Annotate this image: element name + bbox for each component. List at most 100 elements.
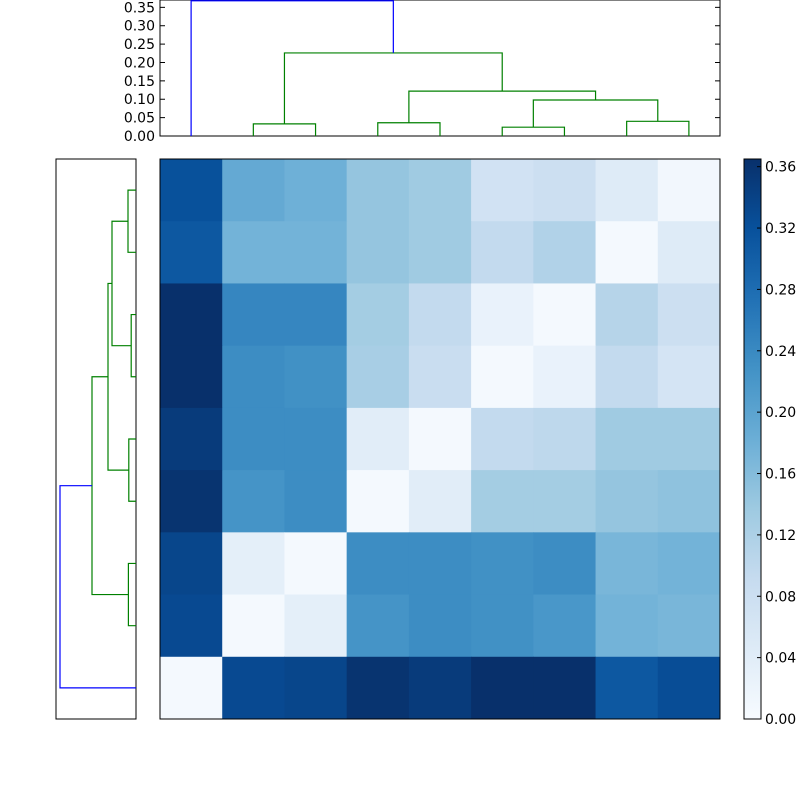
colorbar-tick-label-2: 0.08: [765, 589, 796, 605]
colorbar-tick-label-9: 0.36: [765, 160, 796, 176]
heatmap-cell-r0-c1: [222, 159, 285, 222]
colorbar-tick-label-5: 0.20: [765, 405, 796, 421]
heatmap-cell-r1-c1: [222, 221, 285, 284]
colorbar: 0.00 0.04 0.08 0.12 0.16 0.20 0.24 0.28 0.32 0.36: [743, 158, 796, 728]
colorbar-tick-label-0: 0.00: [765, 712, 796, 728]
heatmap-cell-r0-c3: [346, 159, 410, 222]
colorbar-tick-label-6: 0.24: [765, 344, 796, 360]
top-dendrogram-link-3: [626, 120, 690, 136]
heatmap-cell-r1-c5: [471, 221, 534, 284]
heatmap-cell-r0-c8: [657, 159, 721, 222]
top-dendrogram-ytick-label-1: 0.05: [124, 111, 155, 127]
heatmap-cell-r8-c0: [160, 656, 223, 720]
colorbar-tick-label-1: 0.04: [765, 651, 796, 667]
heatmap-cell-r1-c0: [160, 221, 223, 284]
heatmap-cell-r7-c5: [471, 594, 534, 658]
heatmap-cell-r0-c6: [533, 159, 597, 222]
heatmap-cell-r6-c5: [471, 532, 534, 596]
top-dendrogram-link-2: [501, 126, 566, 136]
heatmap-cell-r2-c5: [471, 283, 534, 347]
top-dendrogram-ytick-label-3: 0.15: [124, 74, 155, 90]
top-dendrogram-link-1: [377, 122, 441, 136]
heatmap-cell-r4-c3: [346, 407, 410, 471]
heatmap-cell-r4-c8: [657, 407, 721, 471]
heatmap-cell-r6-c8: [657, 532, 721, 596]
heatmap-cell-r7-c2: [284, 594, 348, 658]
heatmap-cell-r0-c2: [284, 159, 348, 222]
heatmap-cell-r6-c7: [595, 532, 659, 596]
heatmap-cell-r6-c6: [533, 532, 597, 596]
left-dendrogram-link-0: [127, 189, 136, 253]
left-dendrogram-link-1: [130, 313, 136, 378]
left-dendrogram-link-3: [128, 438, 136, 502]
heatmap-cell-r8-c1: [222, 656, 285, 720]
heatmap-cell-r2-c8: [657, 283, 721, 347]
heatmap-cell-r6-c3: [346, 532, 410, 596]
heatmap-cell-r0-c4: [408, 159, 472, 222]
heatmap-cell-r5-c5: [471, 470, 534, 533]
heatmap-cell-r3-c0: [160, 345, 223, 409]
heatmap-cell-r6-c2: [284, 532, 348, 596]
heatmap-cell-r3-c7: [595, 345, 659, 409]
heatmap-cell-r3-c8: [657, 345, 721, 409]
heatmap-cell-r3-c6: [533, 345, 597, 409]
heatmap-cell-r3-c3: [346, 345, 410, 409]
heatmap: [159, 158, 721, 720]
top-dendrogram-frame: [159, 0, 721, 137]
heatmap-cell-r5-c6: [533, 470, 597, 533]
heatmap-cell-r3-c1: [222, 345, 285, 409]
heatmap-cell-r7-c3: [346, 594, 410, 658]
heatmap-cell-r7-c6: [533, 594, 597, 658]
left-dendrogram-frame: [55, 158, 137, 720]
heatmap-cell-r4-c0: [160, 407, 223, 471]
heatmap-cell-r2-c7: [595, 283, 659, 347]
heatmap-cell-r5-c2: [284, 470, 348, 533]
left-dendrogram-link-5: [127, 562, 136, 627]
heatmap-cell-r6-c0: [160, 532, 223, 596]
top-dendrogram-ytick-label-0: 0.00: [124, 129, 155, 145]
top-dendrogram-link-4: [532, 99, 659, 128]
heatmap-cell-r7-c1: [222, 594, 285, 658]
heatmap-cell-r7-c4: [408, 594, 472, 658]
heatmap-cell-r1-c7: [595, 221, 659, 284]
heatmap-cell-r1-c8: [657, 221, 721, 284]
heatmap-cell-r5-c0: [160, 470, 223, 533]
left-dendrogram-link-6: [91, 376, 129, 596]
colorbar-gradient: [743, 158, 762, 720]
top-dendrogram: 0.00 0.05 0.10 0.15 0.20 0.25 0.30 0.35: [124, 0, 721, 145]
heatmap-cell-r6-c1: [222, 532, 285, 596]
colorbar-tick-label-3: 0.12: [765, 528, 796, 544]
heatmap-cell-r2-c0: [160, 283, 223, 347]
heatmap-cell-r4-c7: [595, 407, 659, 471]
heatmap-frame: [159, 158, 721, 720]
left-dendrogram-link-7: [59, 485, 136, 689]
top-dendrogram-link-5: [408, 90, 597, 123]
heatmap-cell-r8-c6: [533, 656, 597, 720]
heatmap-cell-r2-c3: [346, 283, 410, 347]
heatmap-cell-r2-c2: [284, 283, 348, 347]
heatmap-cell-r4-c5: [471, 407, 534, 471]
heatmap-cell-r4-c4: [408, 407, 472, 471]
heatmap-cell-r1-c4: [408, 221, 472, 284]
colorbar-tick-label-7: 0.28: [765, 282, 796, 298]
heatmap-cell-r0-c5: [471, 159, 534, 222]
colorbar-tick-label-8: 0.32: [765, 221, 796, 237]
top-dendrogram-ytick-label-6: 0.30: [124, 19, 155, 35]
heatmap-cell-r2-c6: [533, 283, 597, 347]
heatmap-cell-r3-c5: [471, 345, 534, 409]
top-dendrogram-ytick-label-7: 0.35: [124, 0, 155, 16]
heatmap-cell-r8-c5: [471, 656, 534, 720]
heatmap-cell-r7-c7: [595, 594, 659, 658]
heatmap-cell-r8-c7: [595, 656, 659, 720]
left-dendrogram-link-4: [107, 282, 129, 471]
heatmap-cell-r2-c4: [408, 283, 472, 347]
heatmap-cell-r2-c1: [222, 283, 285, 347]
top-dendrogram-link-6: [283, 52, 503, 124]
heatmap-cell-r0-c7: [595, 159, 659, 222]
heatmap-cell-r5-c1: [222, 470, 285, 533]
left-dendrogram: [55, 158, 137, 720]
heatmap-cell-r8-c4: [408, 656, 472, 720]
heatmap-cell-r1-c6: [533, 221, 597, 284]
heatmap-cell-r7-c8: [657, 594, 721, 658]
